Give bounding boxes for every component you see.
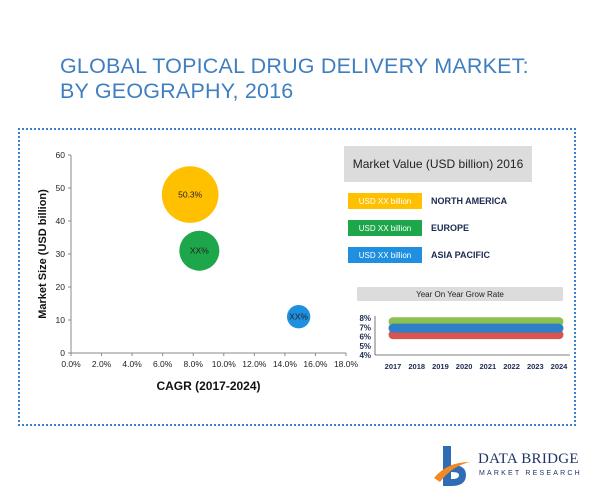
y-tick-label: 60 <box>56 150 66 160</box>
yoy-chart-title: Year On Year Grow Rate <box>357 287 563 301</box>
y-tick-label: 30 <box>56 249 66 259</box>
yoy-y-tick-label: 8% <box>359 314 371 323</box>
chart-frame <box>18 128 576 426</box>
x-tick-label: 18.0% <box>334 359 359 369</box>
y-tick-label: 20 <box>56 282 66 292</box>
yoy-y-tick-label: 6% <box>359 333 371 342</box>
yoy-x-tick-label: 2020 <box>456 362 473 371</box>
legend-title: Market Value (USD billion) 2016 <box>344 146 532 182</box>
bubble-asia-pacific <box>286 305 311 329</box>
yoy-x-tick-label: 2024 <box>551 362 569 371</box>
y-axis-label: Market Size (USD billion) <box>37 189 49 319</box>
yoy-x-tick-label: 2019 <box>432 362 449 371</box>
x-tick-label: 6.0% <box>153 359 173 369</box>
yoy-x-tick-label: 2017 <box>385 362 402 371</box>
yoy-y-tick-label: 5% <box>359 342 371 351</box>
yoy-x-tick-label: 2023 <box>527 362 544 371</box>
y-tick-label: 50 <box>56 183 66 193</box>
yoy-x-tick-label: 2022 <box>503 362 520 371</box>
bubble-north-america <box>161 166 219 223</box>
page-title: GLOBAL TOPICAL DRUG DELIVERY MARKET: BY … <box>60 54 580 104</box>
legend-value-asia-pacific: USD XX billion <box>348 247 422 263</box>
y-tick-label: 40 <box>56 216 66 226</box>
x-tick-label: 8.0% <box>184 359 204 369</box>
y-tick-label: 10 <box>56 315 66 325</box>
x-tick-label: 10.0% <box>212 359 237 369</box>
legend-value-europe: USD XX billion <box>348 220 422 236</box>
x-tick-label: 4.0% <box>122 359 142 369</box>
bubble-label-europe: XX% <box>190 246 209 256</box>
legend-name-asia-pacific: ASIA PACIFIC <box>431 250 491 260</box>
yoy-x-tick-label: 2018 <box>408 362 425 371</box>
legend-name-europe: EUROPE <box>431 223 470 233</box>
title-line-2: BY GEOGRAPHY, 2016 <box>60 79 294 103</box>
yoy-y-tick-label: 4% <box>359 351 371 360</box>
y-tick-label: 0 <box>60 348 65 358</box>
yoy-x-tick-label: 2021 <box>480 362 497 371</box>
bubble-label-north-america: 50.3% <box>178 190 203 200</box>
x-tick-label: 16.0% <box>303 359 328 369</box>
logo-tagline: MARKET RESEARCH <box>479 470 582 477</box>
bubble-europe <box>179 230 220 271</box>
x-tick-label: 2.0% <box>92 359 112 369</box>
yoy-y-tick-label: 7% <box>359 323 371 332</box>
logo-name: DATA BRIDGE <box>478 451 579 467</box>
x-tick-label: 12.0% <box>242 359 267 369</box>
x-tick-label: 0.0% <box>61 359 81 369</box>
legend-value-north-america: USD XX billion <box>348 193 422 209</box>
x-axis-label: CAGR (2017-2024) <box>156 379 260 393</box>
bubble-label-asia-pacific: XX% <box>289 312 308 322</box>
title-line-1: GLOBAL TOPICAL DRUG DELIVERY MARKET: <box>60 54 529 78</box>
legend-name-north-america: NORTH AMERICA <box>431 196 508 206</box>
x-tick-label: 14.0% <box>273 359 298 369</box>
